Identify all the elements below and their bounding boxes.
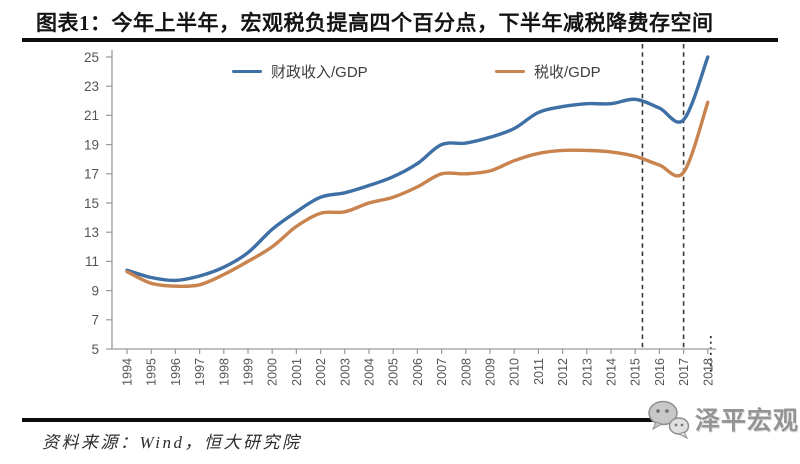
- y-tick-label: 23: [84, 79, 99, 94]
- legend-line-sample-tax: [495, 69, 525, 74]
- x-tick-label: 2016: [653, 358, 667, 386]
- series-line-0: [125, 55, 710, 283]
- chart-title: 图表1：今年上半年，宏观税负提高四个百分点，下半年减税降费存空间: [36, 11, 714, 35]
- x-tick-label: 2011: [532, 358, 546, 385]
- y-tick-label: 7: [91, 313, 99, 328]
- watermark: 泽平宏观: [646, 398, 799, 440]
- x-tick-label: 2001: [290, 358, 304, 386]
- watermark-text: 泽平宏观: [695, 407, 800, 435]
- title-divider: [22, 38, 778, 42]
- y-tick-label: 13: [84, 225, 99, 240]
- legend-label-tax: 税收/GDP: [534, 64, 601, 81]
- chat-bubbles-logo-icon: [648, 400, 690, 440]
- y-tick-label: 9: [91, 283, 99, 298]
- series-line-1: [125, 100, 710, 289]
- x-tick-label: 1998: [217, 358, 231, 386]
- x-tick-label: 1997: [193, 358, 207, 386]
- y-tick-label: 25: [84, 50, 99, 65]
- y-tick-label: 5: [91, 342, 99, 357]
- x-tick-label: 2008: [459, 358, 473, 386]
- x-tick-label: 2010: [508, 358, 522, 386]
- x-tick-label: 2005: [387, 358, 401, 386]
- y-tick-label: 19: [84, 137, 99, 152]
- x-tick-label: 2017: [677, 358, 691, 386]
- x-tick-label: 1999: [242, 358, 256, 386]
- source-note: 资料来源：Wind，恒大研究院: [42, 433, 302, 452]
- x-tick-label: 1996: [169, 358, 183, 386]
- x-tick-label: 1995: [145, 358, 159, 386]
- y-tick-label: 21: [84, 108, 99, 123]
- legend-item-fiscal-revenue: 财政收入/GDP: [232, 61, 368, 82]
- x-tick-label: 2013: [580, 358, 594, 386]
- legend-label-fiscal: 财政收入/GDP: [271, 64, 368, 81]
- x-tick-label: 2007: [435, 358, 449, 386]
- x-tick-label: 2003: [338, 358, 352, 386]
- x-tick-label: 2004: [363, 358, 377, 386]
- x-tick-label: 2015: [629, 358, 643, 386]
- footer-divider: [22, 418, 656, 422]
- x-tick-label: 2000: [266, 358, 280, 386]
- y-tick-label: 15: [84, 196, 99, 211]
- x-tick-label: 2006: [411, 358, 425, 386]
- x-tick-label: 2018: [701, 358, 715, 386]
- x-tick-label: 2009: [484, 358, 498, 386]
- y-tick-label: 11: [85, 254, 99, 269]
- legend-item-tax: 税收/GDP: [495, 61, 601, 82]
- y-tick-label: 17: [84, 167, 99, 182]
- legend-line-sample-fiscal: [232, 69, 262, 74]
- x-tick-label: 2012: [556, 358, 570, 386]
- x-tick-label: 2014: [605, 358, 619, 386]
- x-tick-label: 2002: [314, 358, 328, 386]
- x-tick-label: 1994: [121, 358, 135, 386]
